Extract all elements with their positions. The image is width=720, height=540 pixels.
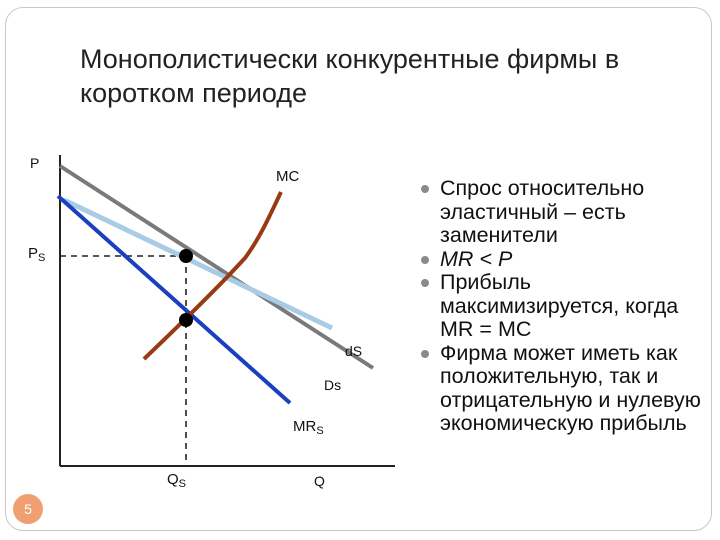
demand-big-ds-label: Ds	[324, 377, 341, 393]
mr-mc-intersection-point	[179, 313, 193, 327]
demand-curve-big-ds	[58, 164, 375, 370]
slide-title-line-1: Монополистически конкурентные фирмы в	[80, 44, 620, 74]
x-axis-label: Q	[314, 473, 325, 489]
mr-main: MR	[293, 418, 316, 435]
price-ps-sub: S	[38, 252, 45, 264]
y-axis-label: P	[30, 155, 39, 171]
mr-curve	[56, 194, 292, 405]
quantity-qs-main: Q	[167, 471, 179, 488]
profit-max-price-point	[179, 249, 193, 263]
slide-title-line-2: коротком периоде	[80, 78, 308, 108]
mr-sub: S	[316, 425, 323, 437]
slide-title: Монополистически конкурентные фирмы в ко…	[80, 42, 680, 110]
quantity-qs-label: QS	[167, 471, 186, 490]
slide-frame	[5, 7, 712, 531]
price-ps-label: PS	[28, 245, 45, 264]
demand-small-ds-label: dS	[345, 343, 362, 359]
bullet-list: Спрос относительно эластичный – есть зам…	[416, 176, 716, 436]
bullet-item-mr-less-p: MR < P	[416, 247, 716, 272]
page-number-badge: 5	[13, 494, 43, 524]
quantity-qs-sub: S	[179, 478, 186, 490]
demand-curve-small-ds	[62, 197, 334, 331]
mc-curve	[142, 191, 283, 361]
price-ps-main: P	[28, 245, 38, 262]
bullet-item-demand: Спрос относительно эластичный – есть зам…	[416, 176, 716, 248]
mr-curve-label: MRS	[293, 418, 324, 437]
bullet-item-profit-max: Прибыль максимизируется, когда MR = MC	[416, 270, 716, 342]
mc-curve-label: MC	[276, 168, 299, 185]
bullet-item-economic-profit: Фирма может иметь как положительную, так…	[416, 341, 716, 436]
